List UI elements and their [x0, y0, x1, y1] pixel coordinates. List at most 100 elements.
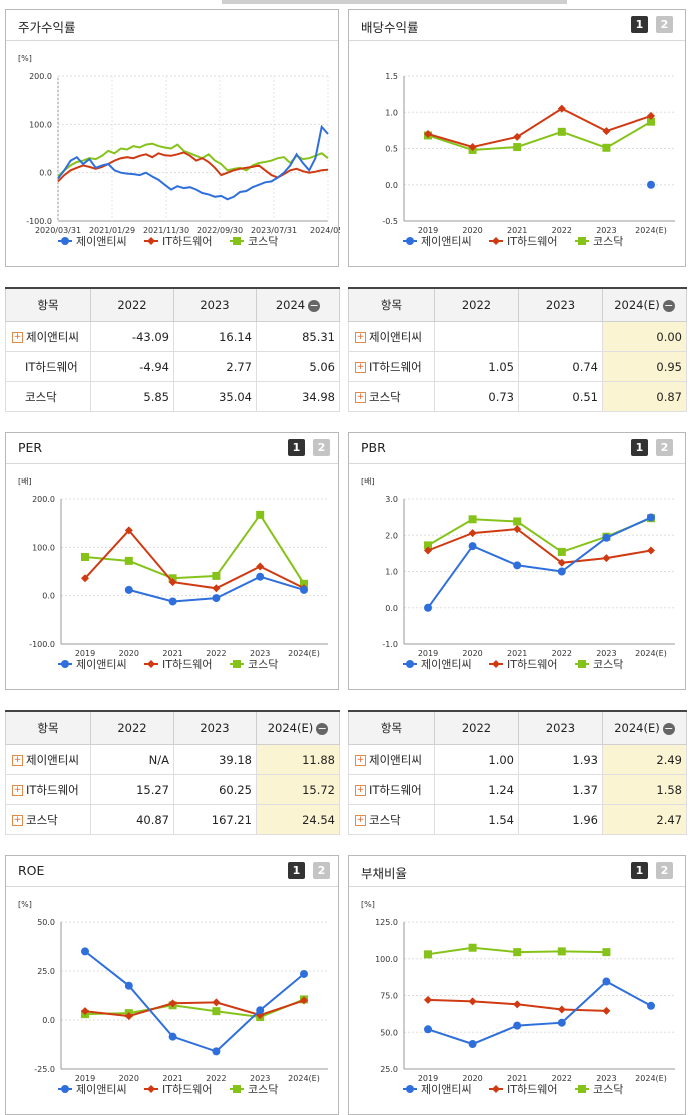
- table-row: + 제이앤티씨 -43.09 16.14 85.31: [5, 321, 340, 352]
- col-header-item: 항목: [348, 710, 435, 745]
- collapse-icon[interactable]: −: [662, 721, 675, 735]
- col-header-2024e-label: 2024(E): [614, 298, 660, 312]
- row-label[interactable]: + IT하드웨어: [348, 351, 435, 382]
- chart-tab-1-button[interactable]: 1: [631, 16, 648, 33]
- series-line: [427, 528, 652, 564]
- data-point: [578, 1085, 586, 1093]
- data-point: [602, 977, 611, 986]
- x-tick-label: 2021: [162, 649, 182, 658]
- y-tick-label: 1.0: [385, 108, 398, 117]
- chart-tab-1-button[interactable]: 1: [288, 439, 305, 456]
- panel-title: 주가수익률: [18, 20, 76, 35]
- expand-icon[interactable]: +: [12, 784, 23, 796]
- panel-title: 부채비율: [361, 866, 408, 881]
- x-tick-label: 2022: [552, 1074, 572, 1083]
- chart-tab-1-button[interactable]: 1: [631, 439, 648, 456]
- collapse-icon[interactable]: −: [308, 298, 321, 312]
- table-row: + IT하드웨어 15.27 60.25 15.72: [5, 774, 340, 805]
- chart-tab-2-button[interactable]: 2: [656, 16, 673, 33]
- cell: -43.09: [90, 321, 174, 352]
- row-label[interactable]: + 코스닥: [348, 381, 435, 412]
- series-line: [84, 528, 305, 590]
- data-point: [647, 180, 655, 189]
- data-point: [233, 660, 241, 668]
- y-tick-label: 50.0: [380, 1028, 398, 1037]
- cell: 1.58: [602, 774, 687, 805]
- table-row: + 코스닥 40.87 167.21 24.54: [5, 804, 340, 835]
- x-tick-label: 2020: [119, 1074, 139, 1083]
- data-point: [147, 660, 155, 668]
- col-header-2023: 2023: [173, 287, 257, 322]
- data-point: [513, 525, 522, 534]
- data-point: [513, 143, 522, 152]
- row-label[interactable]: + 제이앤티씨: [5, 744, 91, 775]
- chart-tab-1-button[interactable]: 1: [288, 862, 305, 879]
- data-point: [424, 546, 432, 555]
- data-point: [647, 546, 655, 555]
- chart-tab-1-button[interactable]: 1: [631, 862, 648, 879]
- x-tick-label: 2020/03/31: [35, 226, 81, 235]
- data-point: [212, 998, 221, 1007]
- per-chart: [배] -100.0 0.0 100.0 200.0 2019 2020 2021 2022 20…: [18, 477, 328, 671]
- y-tick-label: 100.0: [32, 543, 55, 552]
- expand-icon[interactable]: +: [355, 814, 366, 826]
- row-label[interactable]: + 제이앤티씨: [348, 321, 435, 352]
- expand-icon[interactable]: +: [355, 361, 366, 373]
- expand-icon[interactable]: +: [355, 784, 366, 796]
- expand-icon[interactable]: +: [12, 754, 23, 766]
- data-point: [406, 237, 414, 245]
- data-point: [424, 541, 432, 550]
- chart-tab-2-button[interactable]: 2: [313, 862, 330, 879]
- collapse-icon[interactable]: −: [662, 298, 675, 312]
- expand-icon[interactable]: +: [355, 391, 366, 403]
- cell: 85.31: [256, 321, 340, 352]
- chart-tab-2-button[interactable]: 2: [656, 862, 673, 879]
- expand-icon[interactable]: +: [355, 754, 366, 766]
- data-point: [300, 969, 308, 978]
- x-tick-label: 2021/01/29: [89, 226, 135, 235]
- collapse-icon[interactable]: −: [316, 721, 329, 735]
- x-tick-label: 2019: [418, 649, 438, 658]
- row-label[interactable]: + IT하드웨어: [348, 774, 435, 805]
- data-point: [300, 996, 308, 1005]
- row-label[interactable]: + IT하드웨어: [5, 774, 91, 805]
- data-point: [578, 660, 586, 668]
- table-row: + 제이앤티씨 0.00: [348, 321, 687, 352]
- chart-tab-2-button[interactable]: 2: [313, 439, 330, 456]
- data-point: [81, 1007, 89, 1016]
- data-point: [233, 1085, 241, 1093]
- data-point: [424, 603, 432, 612]
- row-label: IT하드웨어: [5, 351, 91, 382]
- row-label[interactable]: + 코스닥: [5, 804, 91, 835]
- row-label[interactable]: + 코스닥: [348, 804, 435, 835]
- x-tick-label: 2024(E): [635, 1074, 667, 1083]
- x-tick-label: 2023: [250, 1074, 270, 1083]
- x-tick-label: 2023/07/31: [251, 226, 297, 235]
- row-name: 코스닥: [369, 812, 401, 827]
- table-row: + 제이앤티씨 N/A 39.18 11.88: [5, 744, 340, 775]
- y-tick-label: 50.0: [37, 918, 55, 927]
- expand-icon[interactable]: +: [12, 814, 23, 826]
- y-tick-label: 1.0: [385, 568, 398, 577]
- table-row: + 코스닥 0.73 0.51 0.87: [348, 381, 687, 412]
- legend-label: 코스닥: [593, 658, 623, 671]
- row-label[interactable]: + 제이앤티씨: [5, 321, 91, 352]
- chart-tab-2-button[interactable]: 2: [656, 439, 673, 456]
- col-header-2023: 2023: [518, 287, 603, 322]
- y-tick-label: 0.0: [42, 592, 55, 601]
- row-name: 제이앤티씨: [26, 329, 79, 344]
- y-tick-label: 100.0: [29, 120, 52, 129]
- y-unit-label: [배]: [361, 477, 375, 486]
- data-point: [300, 579, 308, 588]
- data-point: [557, 547, 566, 556]
- cell: 1.93: [518, 744, 603, 775]
- data-point: [61, 660, 69, 668]
- y-tick-label: -25.0: [34, 1065, 55, 1074]
- x-tick-label: 2020: [462, 649, 482, 658]
- data-point: [492, 237, 500, 245]
- col-header-2024e-label: 2024(E): [614, 721, 660, 735]
- x-tick-label: 2024(E): [635, 649, 667, 658]
- expand-icon[interactable]: +: [12, 331, 23, 343]
- row-label[interactable]: + 제이앤티씨: [348, 744, 435, 775]
- expand-icon[interactable]: +: [355, 331, 366, 343]
